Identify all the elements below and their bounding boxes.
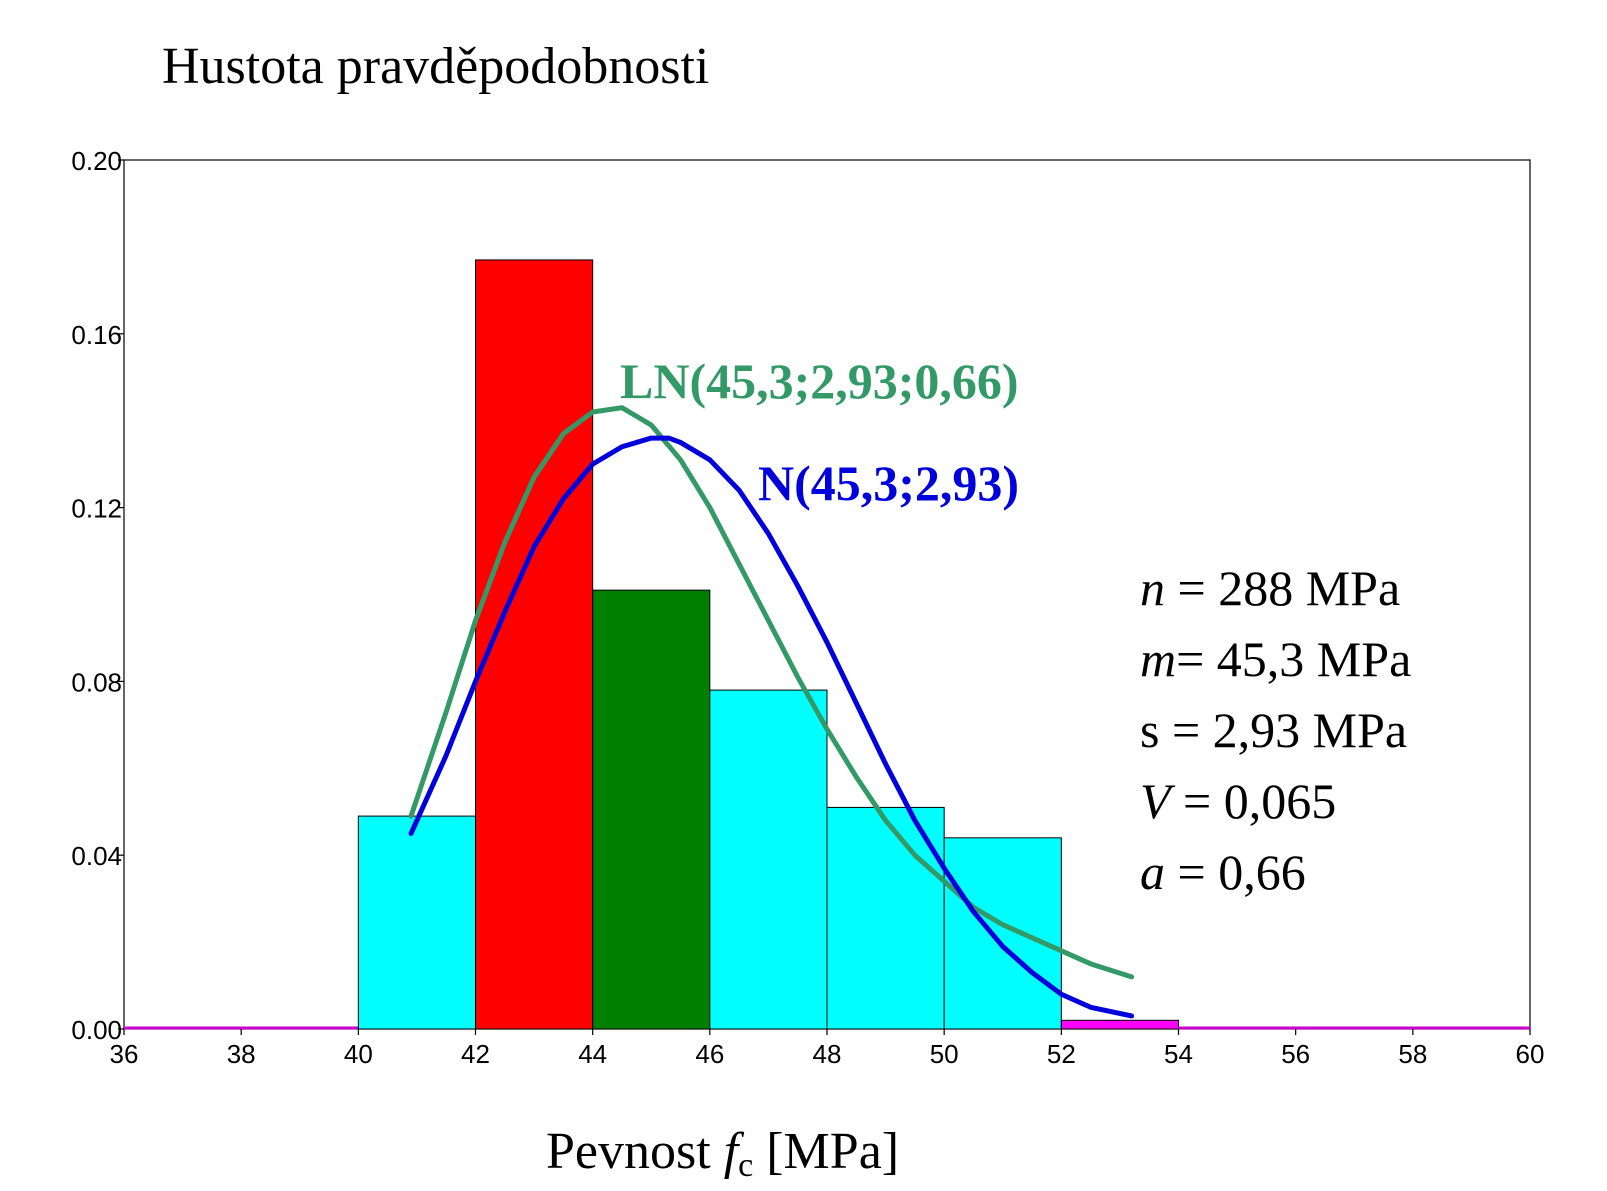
- stat-symbol: V: [1140, 773, 1176, 829]
- stat-value: = 288 MPa: [1165, 560, 1400, 616]
- stat-line-n: n = 288 MPa: [1140, 560, 1400, 616]
- x-axis-label-unit: [MPa]: [753, 1123, 899, 1180]
- lognormal-curve-label: LN(45,3;2,93;0,66): [620, 353, 1019, 409]
- x-tick-label: 44: [578, 1039, 607, 1069]
- histogram-bar-3: [592, 589, 711, 1030]
- x-axis-label-main: Pevnost: [546, 1123, 724, 1180]
- x-tick-label: 58: [1398, 1039, 1427, 1069]
- histogram-bar-6: [943, 837, 1062, 1030]
- stat-symbol: a: [1140, 844, 1165, 900]
- density-curves: [408, 405, 1135, 1019]
- histogram-bar-2: [475, 259, 594, 1030]
- y-tick-label: 0.16: [71, 320, 122, 350]
- y-axis-ticks: 0.00 0.04 0.08 0.12 0.16 0.20: [71, 146, 124, 1045]
- normal-density-line: [408, 435, 1135, 1019]
- x-axis-label-subscript: c: [738, 1147, 753, 1184]
- y-tick-label: 0.12: [71, 494, 122, 524]
- histogram-bar-4: [709, 689, 828, 1030]
- x-tick-label: 36: [110, 1039, 139, 1069]
- stat-symbol: s: [1140, 702, 1159, 758]
- stat-symbol: m: [1140, 631, 1176, 687]
- x-tick-label: 56: [1281, 1039, 1310, 1069]
- x-tick-label: 54: [1164, 1039, 1193, 1069]
- x-tick-label: 60: [1516, 1039, 1545, 1069]
- y-tick-label: 0.20: [71, 146, 122, 176]
- chart-title: Hustota pravděpodobnosti: [162, 38, 709, 95]
- statistics-block: n = 288 MPa m= 45,3 MPa s = 2,93 MPa V = 0,…: [1140, 560, 1411, 900]
- stat-line-V: V = 0,065: [1140, 773, 1336, 829]
- normal-curve-label: N(45,3;2,93): [758, 455, 1019, 511]
- stat-value: = 2,93 MPa: [1159, 702, 1407, 758]
- stat-line-a: a = 0,66: [1140, 844, 1306, 900]
- x-tick-label: 40: [344, 1039, 373, 1069]
- stat-symbol: n: [1140, 560, 1165, 616]
- x-tick-label: 46: [695, 1039, 724, 1069]
- x-tick-label: 42: [461, 1039, 490, 1069]
- x-tick-label: 48: [813, 1039, 842, 1069]
- x-tick-label: 50: [930, 1039, 959, 1069]
- histogram-bar-1: [357, 815, 477, 1030]
- stat-value: = 0,065: [1171, 773, 1337, 829]
- histogram-bar-5: [826, 806, 945, 1030]
- y-tick-label: 0.08: [71, 667, 122, 697]
- stat-line-s: s = 2,93 MPa: [1140, 702, 1407, 758]
- histogram-bars: [124, 259, 1530, 1030]
- stat-value: = 0,66: [1165, 844, 1306, 900]
- x-axis-ticks: 36 38 40 42 44 46 48 50 52 54 56 58 60: [110, 1029, 1545, 1069]
- y-tick-label: 0.04: [71, 841, 122, 871]
- lognormal-density-line: [408, 405, 1135, 980]
- x-tick-label: 52: [1047, 1039, 1076, 1069]
- y-tick-label: 0.00: [71, 1015, 122, 1045]
- stat-value: = 45,3 MPa: [1176, 631, 1411, 687]
- histogram-bar-7: [1060, 1019, 1180, 1030]
- x-tick-label: 38: [227, 1039, 256, 1069]
- x-axis-label: Pevnost fc [MPa]: [546, 1123, 899, 1184]
- stat-line-m: m= 45,3 MPa: [1140, 631, 1411, 687]
